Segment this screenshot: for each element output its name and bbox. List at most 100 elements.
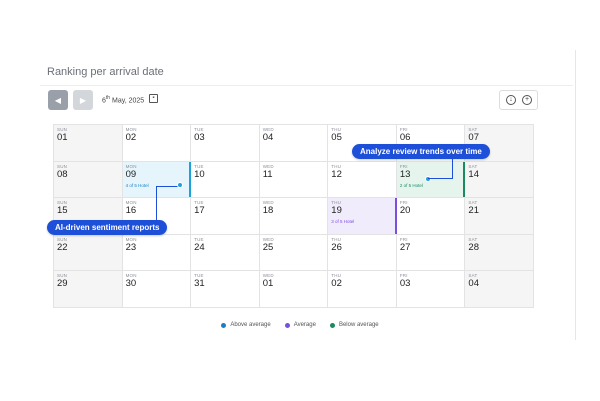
day-of-week-label: SAT (468, 273, 478, 279)
calendar-day-cell[interactable]: FRI 13 2 of 5 Hotel (396, 161, 466, 199)
calendar-day-cell[interactable]: FRI 27 (396, 234, 466, 272)
calendar-day-cell[interactable]: MON 23 (122, 234, 192, 272)
page-title: Ranking per arrival date (47, 66, 164, 78)
calendar-day-cell[interactable]: SAT 04 (465, 271, 534, 308)
legend-swatch (221, 322, 227, 328)
day-number: 01 (57, 132, 68, 143)
calendar-day-cell[interactable]: THU 12 (328, 161, 397, 199)
day-of-week-label: THU (331, 200, 342, 206)
sentiment-callout: AI-driven sentiment reports (47, 220, 168, 235)
calendar-day-cell[interactable]: SUN 29 (54, 271, 123, 308)
calendar-day-cell[interactable]: FRI 06 (396, 125, 466, 162)
day-of-week-label: TUE (194, 236, 204, 242)
day-of-week-label: MON (125, 236, 137, 242)
calendar-day-cell[interactable]: THU 02 (328, 271, 397, 308)
calendar-day-cell[interactable]: WED 11 (259, 161, 329, 199)
day-number: 01 (262, 278, 274, 290)
calendar-day-cell[interactable]: TUE 10 (191, 161, 260, 199)
legend-label: Average (293, 322, 316, 328)
legend-label: Above average (230, 322, 271, 328)
calendar-day-cell[interactable]: THU 26 (328, 234, 397, 272)
calendar-day-cell[interactable]: MON 02 (122, 125, 192, 162)
calendar-icon[interactable]: ▪ (149, 94, 158, 103)
day-of-week-label: SUN (57, 163, 68, 169)
calendar-day-cell[interactable]: TUE 24 (191, 234, 260, 272)
day-number: 22 (57, 241, 68, 253)
calendar-day-cell[interactable]: SUN 08 (54, 161, 123, 199)
legend: Above average Average Below average (0, 322, 600, 328)
chevron-left-icon: ◀ (54, 95, 62, 105)
calendar-day-cell[interactable]: WED 25 (259, 234, 329, 272)
calendar-day-cell[interactable]: TUE 17 (191, 198, 260, 235)
day-of-week-label: FRI (399, 163, 408, 169)
calendar-day-cell[interactable]: MON 09 4 of 5 Hotel (122, 161, 192, 199)
legend-item: Below average (329, 322, 379, 328)
day-of-week-label: THU (331, 273, 342, 279)
day-of-week-label: WED (262, 127, 274, 132)
day-number: 02 (125, 132, 137, 143)
day-of-week-label: SAT (468, 127, 478, 132)
day-of-week-label: TUE (194, 273, 204, 279)
calendar-day-cell[interactable]: SUN 22 (54, 234, 123, 272)
calendar-day-cell[interactable]: SUN 01 (54, 125, 123, 162)
day-number: 12 (331, 168, 342, 180)
day-of-week-label: THU (331, 163, 342, 169)
trends-callout: Analyze review trends over time (352, 144, 490, 159)
day-of-week-label: SAT (468, 236, 478, 242)
calendar-day-cell[interactable]: TUE 31 (191, 271, 260, 308)
day-of-week-label: FRI (399, 127, 408, 132)
day-of-week-label: MON (125, 163, 137, 169)
rank-indicator-bar (394, 198, 397, 234)
day-number: 18 (262, 205, 274, 217)
day-number: 24 (194, 241, 205, 253)
calendar-day-cell[interactable]: SAT 28 (465, 234, 534, 272)
day-number: 20 (399, 205, 411, 217)
day-of-week-label: SUN (57, 273, 68, 279)
day-of-week-label: SUN (57, 200, 68, 206)
calendar-day-cell[interactable]: TUE 03 (191, 125, 260, 162)
calendar-day-cell[interactable]: WED 01 (259, 271, 329, 308)
calendar-day-cell[interactable]: WED 04 (259, 125, 329, 162)
rank-indicator-bar (463, 161, 466, 198)
day-number: 14 (468, 168, 479, 180)
day-number: 04 (468, 278, 479, 290)
calendar-day-cell[interactable]: FRI 03 (396, 271, 466, 308)
calendar-day-cell[interactable]: SAT 21 (465, 198, 534, 235)
day-number: 16 (125, 205, 137, 217)
prev-month-button[interactable]: ◀ (48, 90, 68, 110)
day-number: 06 (399, 132, 411, 143)
trends-connector (452, 159, 453, 179)
download-icon[interactable]: ↓ (506, 95, 516, 105)
calendar-day-cell[interactable]: THU 19 3 of 5 Hotel (328, 198, 397, 235)
header-divider (40, 85, 573, 86)
day-of-week-label: SAT (468, 163, 478, 169)
day-number: 04 (262, 132, 274, 143)
day-number: 03 (399, 278, 411, 290)
day-of-week-label: MON (125, 200, 137, 206)
day-of-week-label: MON (125, 273, 137, 279)
calendar-day-cell[interactable]: MON 30 (122, 271, 192, 308)
add-icon[interactable]: + (522, 95, 532, 105)
day-number: 31 (194, 278, 205, 290)
day-number: 28 (468, 241, 479, 253)
day-number: 17 (194, 205, 205, 217)
calendar-day-cell[interactable]: WED 18 (259, 198, 329, 235)
day-number: 05 (331, 132, 342, 143)
legend-item: Above average (221, 322, 271, 328)
day-number: 15 (57, 205, 68, 217)
day-of-week-label: TUE (194, 127, 204, 132)
legend-item: Average (284, 322, 316, 328)
day-number: 27 (399, 241, 411, 253)
day-of-week-label: MON (125, 127, 137, 132)
next-month-button[interactable]: ▶ (73, 90, 93, 110)
day-of-week-label: FRI (399, 200, 408, 206)
calendar-day-cell[interactable]: SAT 14 (465, 161, 534, 199)
day-of-week-label: FRI (399, 273, 408, 279)
day-number: 25 (262, 241, 274, 253)
day-of-week-label: SAT (468, 200, 478, 206)
calendar-day-cell[interactable]: THU 05 (328, 125, 397, 162)
day-number: 10 (194, 168, 205, 180)
calendar-day-cell[interactable]: FRI 20 (396, 198, 466, 235)
day-number: 08 (57, 168, 68, 180)
